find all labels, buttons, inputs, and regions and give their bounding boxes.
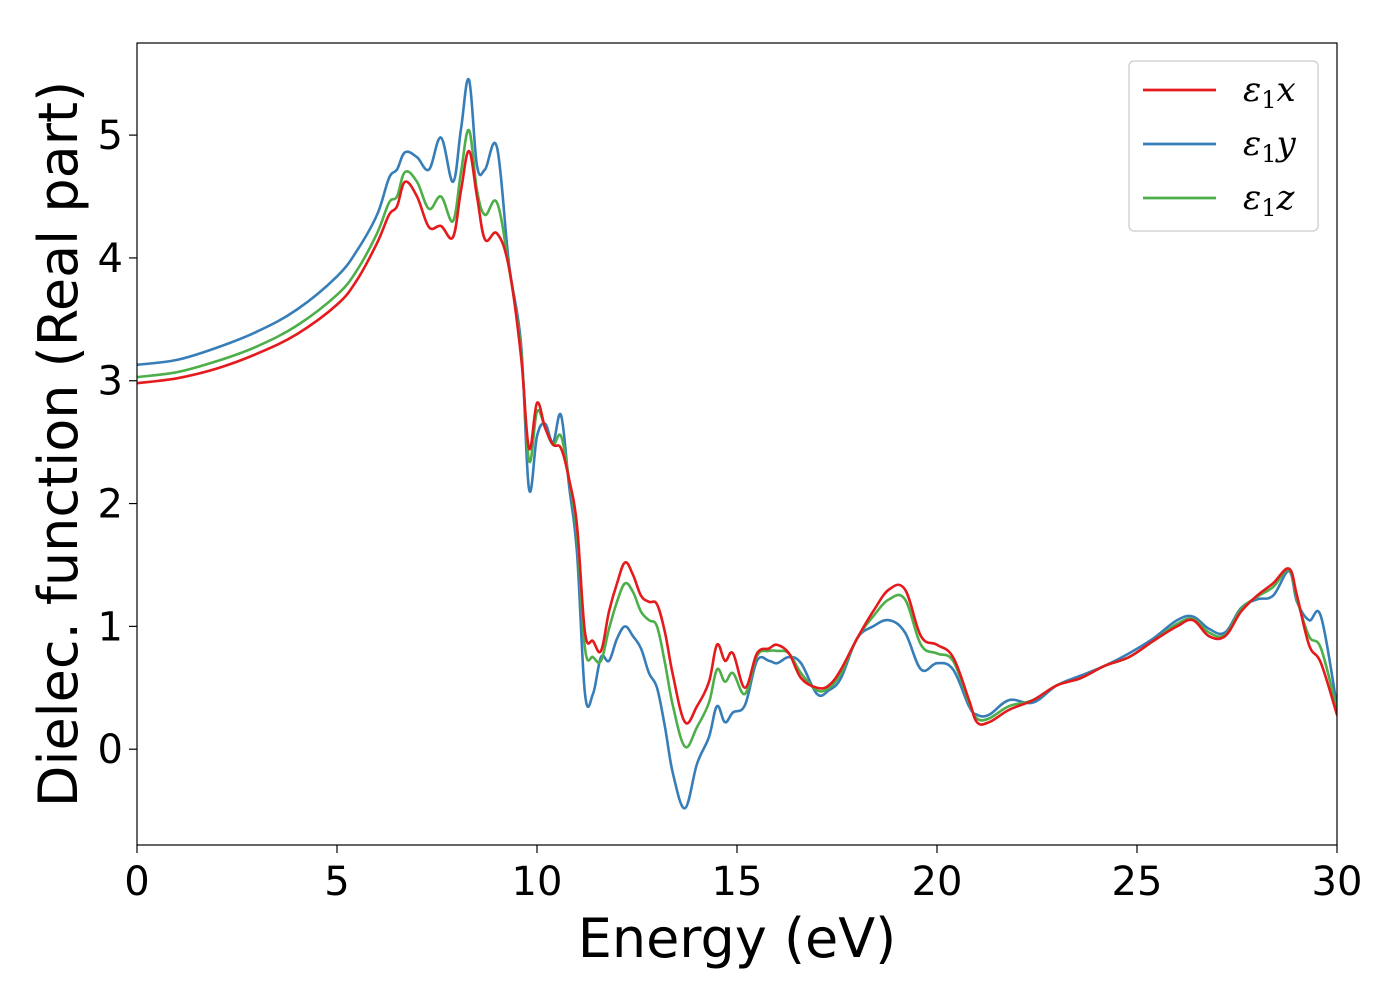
- x-tick-label: 30: [1312, 859, 1363, 905]
- x-tick-label: 0: [124, 859, 149, 905]
- series-lines: [137, 77, 1337, 810]
- series-line-x: [137, 149, 1337, 726]
- plot-area: [137, 77, 1337, 810]
- legend-box: [1128, 60, 1319, 232]
- legend-label: ε1x: [1243, 70, 1296, 114]
- x-axis-label: Energy (eV): [578, 907, 897, 970]
- x-tick-label: 20: [912, 859, 963, 905]
- y-axis: 0 1 2 3 4 5: [98, 113, 137, 773]
- legend-item-z: ε1z: [1143, 178, 1296, 222]
- y-tick-label: 3: [98, 359, 123, 405]
- x-tick-label: 15: [712, 859, 763, 905]
- x-tick-label: 5: [324, 859, 349, 905]
- y-axis-label: Dielec. function (Real part): [27, 81, 90, 807]
- legend-item-x: ε1x: [1143, 70, 1296, 114]
- legend-item-y: ε1y: [1143, 124, 1297, 168]
- legend-label: ε1z: [1243, 178, 1296, 222]
- x-tick-label: 25: [1112, 859, 1163, 905]
- y-tick-label: 2: [98, 482, 123, 528]
- y-tick-label: 1: [98, 604, 123, 650]
- legend-label: ε1y: [1243, 124, 1297, 168]
- legend: ε1x ε1y ε1z: [1128, 60, 1319, 232]
- y-tick-label: 0: [98, 727, 123, 773]
- x-tick-label: 10: [512, 859, 563, 905]
- y-tick-label: 4: [98, 236, 123, 282]
- x-axis: 0 5 10 15 20 25 30: [124, 845, 1362, 905]
- y-tick-label: 5: [98, 113, 123, 159]
